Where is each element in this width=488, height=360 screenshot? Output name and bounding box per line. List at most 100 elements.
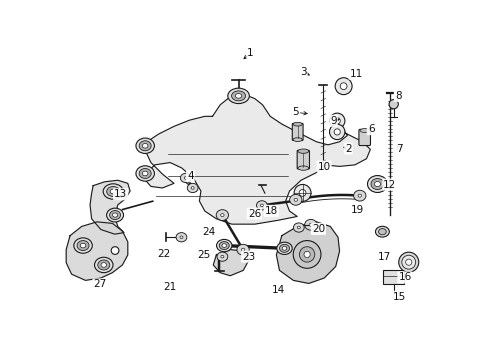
Ellipse shape [353,190,365,201]
Ellipse shape [297,226,300,229]
Circle shape [299,247,314,262]
Ellipse shape [216,239,231,252]
Ellipse shape [176,233,186,242]
Ellipse shape [241,248,244,251]
Text: 11: 11 [349,69,362,79]
Ellipse shape [98,260,109,270]
Text: 21: 21 [163,282,176,292]
Circle shape [299,189,305,196]
Ellipse shape [139,168,151,179]
Bar [382,270,404,284]
Text: 18: 18 [264,206,277,216]
Text: 8: 8 [394,91,401,101]
Ellipse shape [106,186,120,197]
Ellipse shape [367,176,386,193]
Ellipse shape [304,219,316,230]
Circle shape [111,247,119,255]
Text: 17: 17 [377,252,390,262]
Ellipse shape [80,243,86,248]
Text: 16: 16 [398,273,411,283]
Text: 6: 6 [367,124,374,134]
FancyBboxPatch shape [297,150,309,169]
Ellipse shape [276,242,292,255]
Text: 3: 3 [300,67,306,77]
Text: 23: 23 [242,252,255,262]
Ellipse shape [217,252,227,261]
Circle shape [329,124,344,140]
Text: 15: 15 [392,292,405,302]
Polygon shape [213,249,248,276]
Ellipse shape [297,149,308,153]
Ellipse shape [219,242,229,249]
Polygon shape [90,180,130,234]
Ellipse shape [101,263,106,267]
Polygon shape [276,222,339,283]
Ellipse shape [293,198,297,201]
Ellipse shape [142,171,148,176]
Text: 7: 7 [395,144,402,153]
Ellipse shape [237,244,249,255]
Text: 12: 12 [383,180,396,190]
Text: 9: 9 [329,116,336,126]
Ellipse shape [359,129,368,132]
Ellipse shape [235,94,241,98]
Ellipse shape [221,255,224,258]
Circle shape [293,184,310,201]
Ellipse shape [136,166,154,181]
Circle shape [388,100,398,109]
Ellipse shape [370,179,383,189]
Ellipse shape [292,138,302,141]
Circle shape [293,240,320,268]
Text: 22: 22 [157,249,170,259]
Ellipse shape [103,184,123,199]
Ellipse shape [401,255,415,269]
Ellipse shape [187,183,198,193]
Ellipse shape [142,143,148,148]
Circle shape [340,83,346,90]
Text: 19: 19 [350,204,364,215]
Circle shape [333,129,340,135]
Ellipse shape [77,240,89,251]
Ellipse shape [184,177,187,179]
Ellipse shape [289,194,301,205]
Ellipse shape [74,238,92,253]
Text: 1: 1 [247,48,253,58]
Circle shape [304,251,309,257]
Ellipse shape [139,141,151,151]
Polygon shape [145,95,369,224]
Ellipse shape [136,138,154,153]
Ellipse shape [398,252,418,272]
Text: 26: 26 [247,209,261,219]
Ellipse shape [292,122,302,126]
Ellipse shape [227,88,249,104]
Ellipse shape [375,226,388,237]
Circle shape [333,118,340,124]
Ellipse shape [180,173,191,183]
Ellipse shape [220,213,224,217]
Circle shape [329,113,344,129]
Ellipse shape [378,229,386,235]
Ellipse shape [279,244,289,252]
Ellipse shape [191,187,194,189]
Ellipse shape [231,91,245,101]
Ellipse shape [282,247,286,250]
Ellipse shape [256,201,267,210]
Ellipse shape [297,166,308,170]
Ellipse shape [216,210,228,220]
Text: 5: 5 [292,108,299,117]
Ellipse shape [405,259,411,265]
Ellipse shape [308,223,312,226]
Ellipse shape [357,194,361,197]
Ellipse shape [180,236,183,239]
Ellipse shape [110,189,116,194]
Ellipse shape [293,223,304,232]
FancyBboxPatch shape [358,129,370,145]
Ellipse shape [222,244,226,247]
Text: 14: 14 [272,285,285,295]
Text: 25: 25 [197,250,210,260]
FancyBboxPatch shape [292,123,303,140]
Ellipse shape [109,211,121,220]
Ellipse shape [112,213,117,217]
Ellipse shape [374,181,380,186]
Polygon shape [66,222,127,280]
